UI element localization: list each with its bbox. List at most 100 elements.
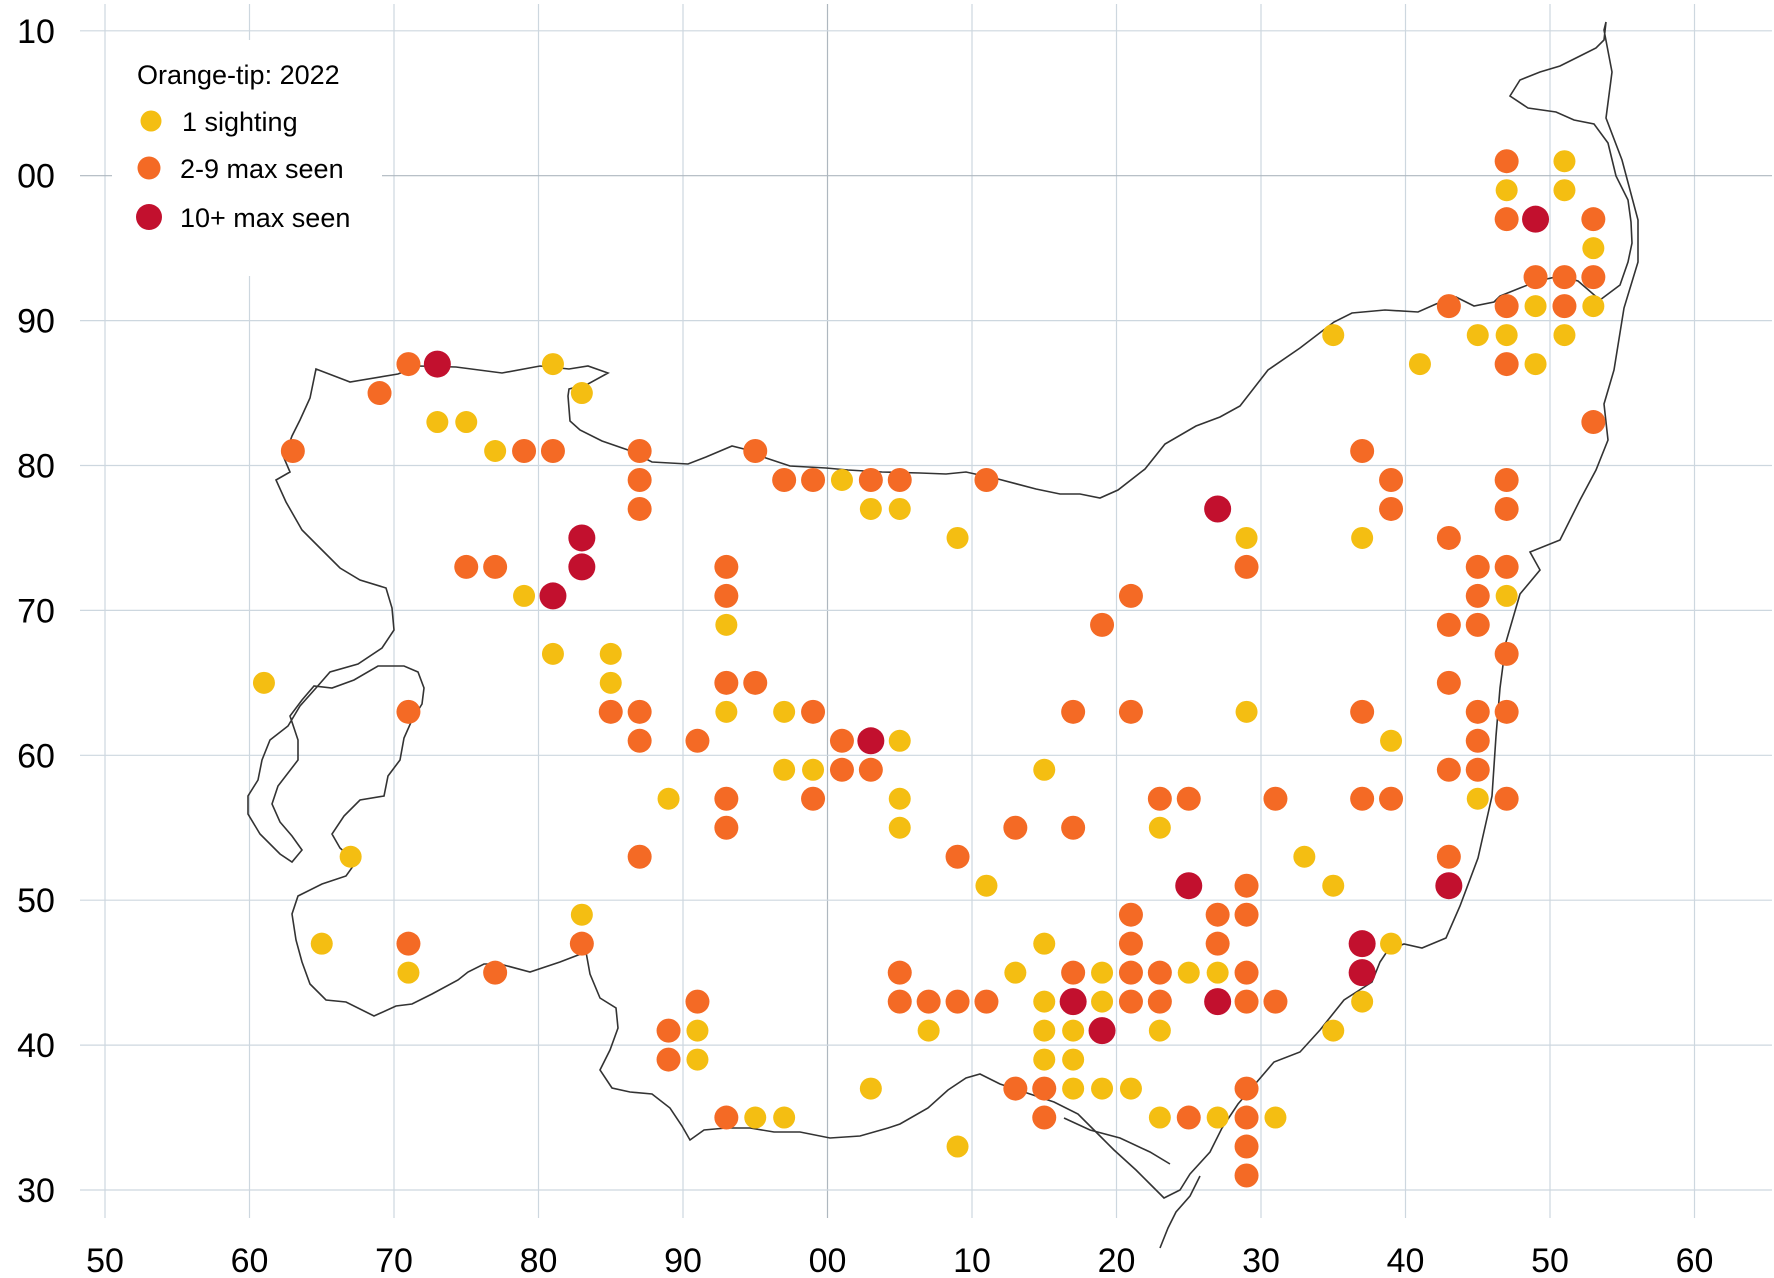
dot-2-9-max-seen [1234,902,1259,927]
dot-2-9-max-seen [801,467,826,492]
dot-one-sighting [310,932,333,955]
dot-one-sighting [397,961,420,984]
dot-one-sighting [1293,845,1316,868]
estuary-path [1063,1117,1171,1165]
dot-one-sighting [426,411,449,434]
dot-one-sighting [917,1019,940,1042]
dot-one-sighting [946,526,969,549]
dot-2-9-max-seen [743,439,768,464]
dot-2-9-max-seen [1581,207,1606,232]
dot-2-9-max-seen [396,352,421,377]
dot-2-9-max-seen [1494,786,1519,811]
dot-one-sighting [975,874,998,897]
dot-one-sighting [1033,932,1056,955]
dot-2-9-max-seen [1061,960,1086,985]
dot-2-9-max-seen [1350,786,1375,811]
dot-2-9-max-seen [396,699,421,724]
dot-2-9-max-seen [454,554,479,579]
dot-2-9-max-seen [1436,670,1461,695]
dot-one-sighting [513,584,536,607]
legend-label-few: 2-9 max seen [180,154,344,184]
dot-2-9-max-seen [1465,583,1490,608]
dot-2-9-max-seen [1234,554,1259,579]
legend-swatch-many [136,204,162,230]
dot-2-9-max-seen [1147,786,1172,811]
dot-2-9-max-seen [1118,902,1143,927]
dot-one-sighting [1148,816,1171,839]
dot-2-9-max-seen [1032,1076,1057,1101]
dot-one-sighting [1380,932,1403,955]
dot-2-9-max-seen [1494,641,1519,666]
dot-2-9-max-seen [1176,1105,1201,1130]
dot-2-9-max-seen [1494,554,1519,579]
dot-one-sighting [1062,1048,1085,1071]
dot-2-9-max-seen [1379,467,1404,492]
dot-one-sighting [1495,324,1518,347]
dot-one-sighting [1553,150,1576,173]
x-tick-label: 10 [953,1242,991,1278]
coastline-path [247,21,1639,1199]
sightings-layer [252,149,1606,1188]
x-tick-label: 60 [1676,1242,1714,1278]
dot-2-9-max-seen [1147,960,1172,985]
dot-10-plus-max-seen [568,553,596,581]
dot-one-sighting [773,758,796,781]
dot-2-9-max-seen [743,670,768,695]
dot-2-9-max-seen [1234,960,1259,985]
y-tick-label: 70 [17,592,55,630]
dot-one-sighting [715,613,738,636]
dot-2-9-max-seen [945,844,970,869]
dot-one-sighting [859,497,882,520]
dot-2-9-max-seen [1234,1105,1259,1130]
dot-2-9-max-seen [1465,612,1490,637]
x-tick-label: 90 [664,1242,702,1278]
x-tick-label: 50 [86,1242,124,1278]
dot-2-9-max-seen [714,583,739,608]
legend-title: Orange-tip: 2022 [137,60,340,90]
dot-10-plus-max-seen [568,524,596,552]
dot-10-plus-max-seen [857,727,885,755]
dot-one-sighting [599,671,622,694]
dot-one-sighting [1553,179,1576,202]
dot-one-sighting [1524,295,1547,318]
dot-2-9-max-seen [714,554,739,579]
dot-2-9-max-seen [1465,757,1490,782]
dot-2-9-max-seen [1118,931,1143,956]
dot-2-9-max-seen [1436,294,1461,319]
x-tick-label: 00 [809,1242,847,1278]
y-tick-label: 80 [17,448,55,486]
dot-2-9-max-seen [1205,902,1230,927]
dot-one-sighting [1322,1019,1345,1042]
dot-one-sighting [541,353,564,376]
dot-one-sighting [888,497,911,520]
dot-one-sighting [1351,526,1374,549]
dot-2-9-max-seen [1465,554,1490,579]
dot-10-plus-max-seen [1088,1017,1116,1045]
dot-one-sighting [1495,179,1518,202]
dot-one-sighting [1264,1106,1287,1129]
dot-2-9-max-seen [1552,294,1577,319]
dot-2-9-max-seen [1176,786,1201,811]
dot-10-plus-max-seen [1204,988,1232,1016]
dot-2-9-max-seen [367,381,392,406]
dot-2-9-max-seen [1494,699,1519,724]
dot-2-9-max-seen [483,960,508,985]
county-boundary [247,21,1639,1249]
dot-2-9-max-seen [1061,815,1086,840]
dot-2-9-max-seen [512,439,537,464]
dot-2-9-max-seen [1234,989,1259,1014]
dot-2-9-max-seen [1494,496,1519,521]
dot-one-sighting [1004,961,1027,984]
dot-2-9-max-seen [540,439,565,464]
dot-one-sighting [888,787,911,810]
dot-10-plus-max-seen [423,350,451,378]
dot-2-9-max-seen [627,496,652,521]
dot-2-9-max-seen [1379,496,1404,521]
dot-2-9-max-seen [627,728,652,753]
dot-2-9-max-seen [801,699,826,724]
dot-2-9-max-seen [1350,699,1375,724]
dot-2-9-max-seen [974,989,999,1014]
dot-2-9-max-seen [1379,786,1404,811]
dot-2-9-max-seen [1118,699,1143,724]
dot-one-sighting [686,1019,709,1042]
